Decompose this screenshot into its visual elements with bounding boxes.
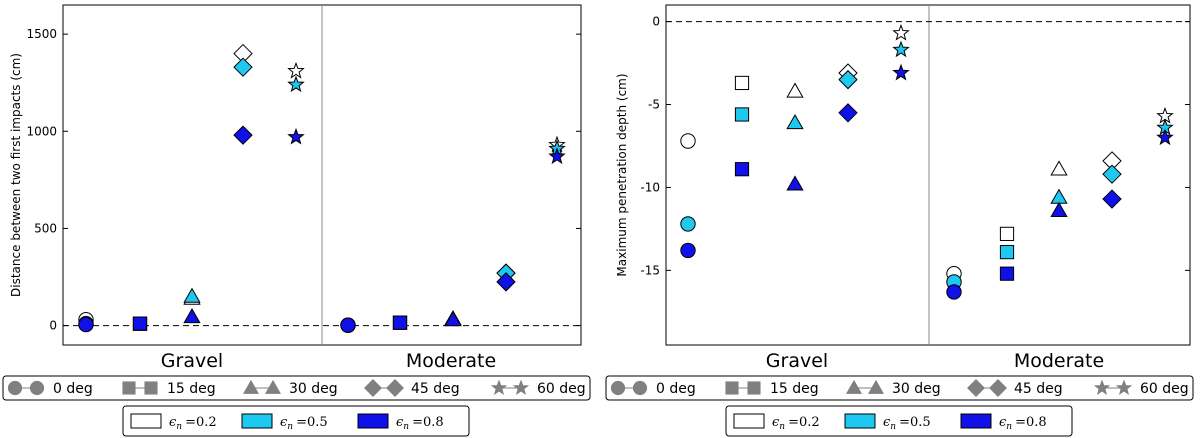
data-point — [946, 284, 962, 300]
data-point — [78, 316, 94, 333]
data-point — [1050, 160, 1068, 176]
data-point — [680, 242, 696, 259]
data-point — [734, 107, 750, 122]
data-point — [1156, 128, 1174, 146]
y-tick-label: -10 — [640, 180, 660, 194]
y-tick-label: 1000 — [26, 124, 57, 138]
left-group-label-moderate: Moderate — [406, 350, 496, 372]
data-point — [999, 245, 1015, 260]
data-point — [786, 113, 804, 130]
data-point — [444, 310, 462, 327]
legend-epsilon-label: ϵn =0.8 — [999, 415, 1047, 432]
left-y-axis-label: Distance between two first impacts (cm) — [9, 53, 23, 297]
legend-epsilon-swatch — [960, 413, 992, 429]
data-point — [734, 162, 750, 177]
legend-angle-label: 0 deg — [53, 381, 93, 397]
legend-angle-label: 30 deg — [289, 381, 338, 397]
legend-epsilon-swatch — [241, 413, 273, 429]
legend-marker — [242, 379, 260, 394]
data-point — [287, 127, 305, 145]
legend-marker — [29, 380, 45, 396]
data-point — [786, 175, 804, 191]
data-point — [680, 216, 696, 232]
data-point — [892, 40, 910, 58]
legend-epsilon-label: ϵn =0.2 — [169, 415, 217, 432]
data-point — [496, 272, 516, 292]
right-y-axis-label: Maximum penetration depth (cm) — [615, 73, 629, 276]
y-tick-label: 0 — [652, 15, 660, 29]
legend-epsilon-label: ϵn =0.8 — [396, 415, 444, 432]
data-point — [340, 317, 356, 333]
data-point — [183, 287, 201, 303]
legend-epsilon-label: ϵn =0.5 — [883, 415, 931, 432]
data-point — [287, 75, 305, 93]
legend-marker — [490, 379, 508, 395]
legend-epsilon-label: ϵn =0.5 — [280, 415, 328, 432]
legend-epsilon-swatch — [733, 413, 765, 429]
data-point — [786, 82, 804, 98]
y-tick-label: 500 — [34, 221, 57, 235]
legend-marker — [725, 381, 739, 395]
data-point — [892, 23, 910, 41]
legend-marker — [364, 379, 382, 397]
data-point — [392, 315, 408, 330]
legend-marker — [144, 381, 158, 395]
data-point — [233, 125, 253, 145]
data-point — [548, 147, 566, 165]
legend-marker — [747, 381, 761, 395]
right-group-label-gravel: Gravel — [766, 350, 828, 372]
legend-angle-label: 15 deg — [770, 381, 819, 397]
legend-marker — [386, 379, 404, 397]
y-tick-label: -5 — [648, 98, 660, 112]
legend-marker — [1093, 379, 1111, 395]
legend-marker — [610, 380, 626, 396]
data-point — [132, 316, 148, 331]
legend-marker — [512, 379, 530, 395]
legend-marker — [7, 380, 23, 396]
legend-marker — [845, 379, 863, 394]
data-point — [1050, 188, 1068, 204]
left-group-label-gravel: Gravel — [161, 350, 223, 372]
legend-angle-label: 60 deg — [537, 381, 586, 397]
y-tick-label: 1500 — [26, 27, 57, 41]
right-plot-frame — [665, 4, 1191, 346]
legend-angle-label: 30 deg — [892, 381, 941, 397]
data-point — [838, 69, 858, 90]
data-point — [999, 226, 1015, 241]
data-point — [1102, 164, 1122, 184]
legend-marker — [1115, 379, 1133, 395]
legend-marker — [989, 379, 1007, 397]
data-point — [1050, 201, 1068, 218]
legend-marker — [264, 379, 282, 394]
legend-epsilon-swatch — [130, 413, 162, 429]
data-point — [233, 57, 253, 77]
data-point — [892, 63, 910, 81]
legend-angle-label: 15 deg — [167, 381, 216, 397]
y-tick-label: 0 — [49, 319, 57, 333]
legend-angle-label: 0 deg — [656, 381, 696, 397]
legend-epsilon-swatch — [357, 413, 389, 429]
data-point — [1102, 189, 1122, 209]
data-point — [287, 61, 305, 79]
legend-angle-label: 45 deg — [411, 381, 460, 397]
legend-marker — [122, 381, 136, 395]
data-point — [838, 103, 858, 123]
legend-marker — [632, 380, 648, 396]
data-point — [734, 75, 750, 91]
data-point — [999, 266, 1015, 281]
legend-epsilon-swatch — [844, 413, 876, 429]
legend-epsilon-label: ϵn =0.2 — [772, 415, 820, 432]
data-point — [680, 133, 696, 149]
legend-marker — [867, 379, 885, 394]
legend-marker — [967, 379, 985, 397]
legend-angle-label: 45 deg — [1014, 381, 1063, 397]
right-group-label-moderate: Moderate — [1014, 350, 1104, 372]
data-point — [183, 308, 201, 324]
legend-angle-label: 60 deg — [1140, 381, 1189, 397]
y-tick-label: -15 — [640, 263, 660, 277]
